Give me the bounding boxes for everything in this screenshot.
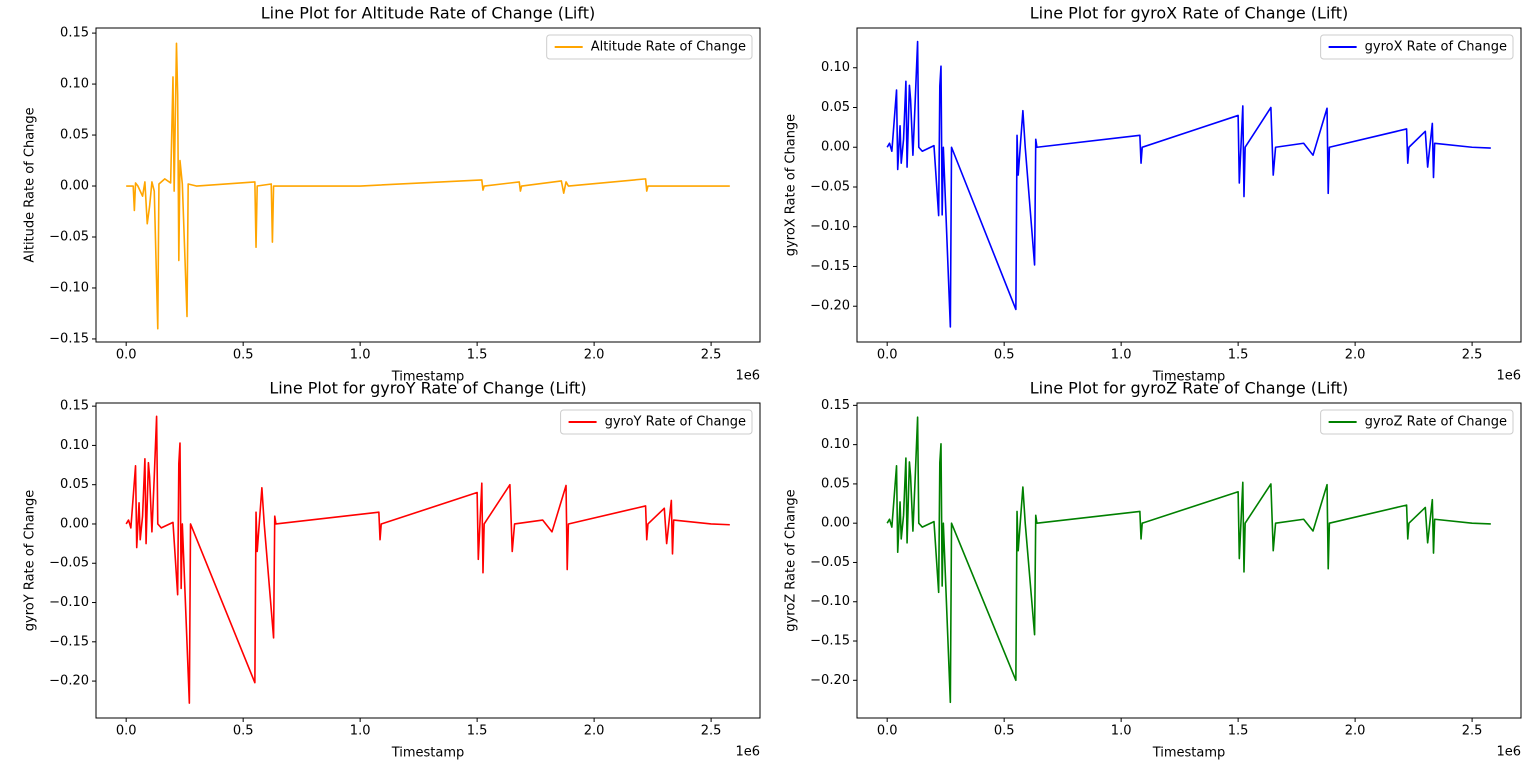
chart-title: Line Plot for Altitude Rate of Change (L… <box>261 4 595 23</box>
legend-label: gyroY Rate of Change <box>605 415 746 430</box>
x-tick-label: 0.5 <box>233 348 254 363</box>
legend: Altitude Rate of Change <box>546 34 753 60</box>
y-tick-label: −0.05 <box>49 229 89 244</box>
x-offset-label: 1e6 <box>1496 369 1521 384</box>
x-tick-label: 1.5 <box>467 348 488 363</box>
chart-title: Line Plot for gyroY Rate of Change (Lift… <box>269 379 586 398</box>
legend-box <box>560 409 753 435</box>
legend-box <box>1320 409 1514 435</box>
x-tick-label: 0.0 <box>116 348 137 363</box>
y-tick-label: 0.05 <box>821 476 850 491</box>
y-tick-label: −0.15 <box>810 634 850 649</box>
y-tick-label: −0.10 <box>49 280 89 295</box>
y-tick-label: 0.00 <box>821 140 850 155</box>
x-tick-label: 1.0 <box>1111 348 1132 363</box>
legend-label: gyroX Rate of Change <box>1365 40 1507 55</box>
x-tick-label: 0.0 <box>877 724 898 739</box>
y-tick-label: 0.10 <box>821 60 850 75</box>
x-axis-label: Timestamp <box>391 370 465 385</box>
x-tick-label: 1.0 <box>1111 724 1132 739</box>
data-line <box>886 40 1491 328</box>
x-tick-label: 1.0 <box>350 724 371 739</box>
y-axis-label: gyroX Rate of Change <box>784 114 799 256</box>
legend-label: Altitude Rate of Change <box>591 40 746 55</box>
legend-label: gyroZ Rate of Change <box>1365 415 1507 430</box>
x-tick-label: 1.5 <box>1228 348 1249 363</box>
data-line <box>126 42 730 330</box>
data-line <box>886 416 1491 704</box>
y-axis-label: gyroY Rate of Change <box>23 490 38 631</box>
y-tick-label: −0.20 <box>810 673 850 688</box>
x-tick-label: 2.5 <box>1462 724 1483 739</box>
chart-title: Line Plot for gyroX Rate of Change (Lift… <box>1030 4 1349 23</box>
x-tick-label: 2.5 <box>701 724 722 739</box>
y-tick-label: 0.00 <box>821 516 850 531</box>
y-tick-label: −0.05 <box>810 179 850 194</box>
legend-box <box>546 34 753 60</box>
x-tick-label: 1.0 <box>350 348 371 363</box>
y-tick-label: 0.05 <box>60 477 89 492</box>
x-offset-label: 1e6 <box>735 369 760 384</box>
x-axis-label: Timestamp <box>1152 746 1226 761</box>
chart-title: Line Plot for gyroZ Rate of Change (Lift… <box>1030 379 1349 398</box>
x-tick-label: 2.0 <box>1345 724 1366 739</box>
x-offset-label: 1e6 <box>1496 745 1521 760</box>
y-tick-label: 0.10 <box>60 438 89 453</box>
y-tick-label: 0.15 <box>821 398 850 413</box>
y-tick-label: −0.20 <box>49 674 89 689</box>
x-tick-label: 2.0 <box>1345 348 1366 363</box>
x-tick-label: 2.0 <box>584 724 605 739</box>
y-tick-label: −0.20 <box>810 299 850 314</box>
y-axis-label: gyroZ Rate of Change <box>784 489 799 631</box>
y-tick-label: 0.15 <box>60 399 89 414</box>
x-tick-label: 2.5 <box>1462 348 1483 363</box>
x-offset-label: 1e6 <box>735 745 760 760</box>
y-tick-label: −0.10 <box>49 595 89 610</box>
y-tick-label: −0.10 <box>810 219 850 234</box>
x-tick-label: 0.0 <box>116 724 137 739</box>
x-axis-label: Timestamp <box>1152 370 1226 385</box>
y-tick-label: −0.05 <box>810 555 850 570</box>
x-tick-label: 0.0 <box>877 348 898 363</box>
x-tick-label: 1.5 <box>1228 724 1249 739</box>
axes-frame <box>95 402 761 719</box>
y-tick-label: −0.10 <box>810 594 850 609</box>
x-tick-label: 0.5 <box>994 724 1015 739</box>
axes-frame <box>856 402 1522 719</box>
y-tick-label: 0.15 <box>60 26 89 41</box>
axes-frame <box>856 27 1522 343</box>
y-tick-label: 0.10 <box>60 77 89 92</box>
legend: gyroY Rate of Change <box>560 409 753 435</box>
y-tick-label: 0.00 <box>60 179 89 194</box>
x-tick-label: 0.5 <box>233 724 254 739</box>
x-tick-label: 1.5 <box>467 724 488 739</box>
y-tick-label: 0.05 <box>821 100 850 115</box>
x-tick-label: 0.5 <box>994 348 1015 363</box>
legend-box <box>1320 34 1514 60</box>
axes-frame <box>95 27 761 343</box>
y-tick-label: −0.05 <box>49 556 89 571</box>
x-tick-label: 2.5 <box>701 348 722 363</box>
legend: gyroZ Rate of Change <box>1320 409 1514 435</box>
data-line <box>125 415 730 704</box>
x-axis-label: Timestamp <box>391 746 465 761</box>
y-tick-label: 0.10 <box>821 437 850 452</box>
y-tick-label: −0.15 <box>810 259 850 274</box>
y-axis-label: Altitude Rate of Change <box>23 107 38 262</box>
y-tick-label: −0.15 <box>49 634 89 649</box>
legend: gyroX Rate of Change <box>1320 34 1514 60</box>
y-tick-label: −0.15 <box>49 331 89 346</box>
y-tick-label: 0.05 <box>60 128 89 143</box>
x-tick-label: 2.0 <box>584 348 605 363</box>
y-tick-label: 0.00 <box>60 516 89 531</box>
